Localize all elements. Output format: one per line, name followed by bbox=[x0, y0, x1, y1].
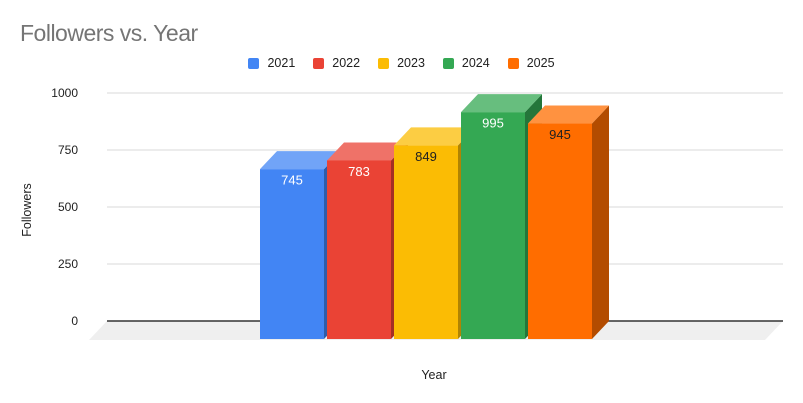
y-axis-title: Followers bbox=[20, 183, 34, 237]
legend-label: 2022 bbox=[332, 56, 361, 70]
legend: 2021 2022 2023 2024 2025 bbox=[0, 56, 803, 70]
y-tick-label-250: 250 bbox=[58, 257, 78, 271]
bar-top-face bbox=[394, 127, 475, 146]
bar-front-face bbox=[394, 145, 458, 339]
legend-item-2025[interactable]: 2025 bbox=[507, 56, 555, 70]
bar-front-face bbox=[327, 160, 391, 339]
y-tick-label-1000: 1000 bbox=[51, 86, 78, 100]
legend-swatch-icon bbox=[248, 57, 260, 69]
bar-top-face bbox=[461, 94, 542, 113]
bar-value-label: 745 bbox=[281, 173, 303, 188]
bar-value-label: 995 bbox=[482, 116, 504, 131]
y-tick-label-750: 750 bbox=[58, 143, 78, 157]
legend-label: 2025 bbox=[526, 56, 555, 70]
bar-top-face bbox=[327, 142, 408, 161]
legend-swatch-icon bbox=[507, 57, 519, 69]
bar-value-label: 849 bbox=[415, 149, 437, 164]
bar-value-label: 783 bbox=[348, 164, 370, 179]
chart-title: Followers vs. Year bbox=[20, 20, 198, 46]
legend-swatch-icon bbox=[378, 57, 390, 69]
y-tick-label-500: 500 bbox=[58, 200, 78, 214]
legend-label: 2023 bbox=[397, 56, 425, 70]
legend-swatch-icon bbox=[442, 57, 454, 69]
bar-front-face bbox=[260, 169, 324, 339]
legend-item-2024[interactable]: 2024 bbox=[442, 56, 490, 70]
bar-front-face bbox=[528, 123, 592, 339]
legend-label: 2021 bbox=[267, 56, 296, 70]
legend-item-2023[interactable]: 2023 bbox=[378, 56, 425, 70]
bar-top-face bbox=[528, 105, 609, 124]
bar-front-face bbox=[461, 112, 525, 339]
y-tick-label-0: 0 bbox=[71, 314, 78, 328]
x-axis-title: Year bbox=[421, 368, 447, 382]
bar-2025[interactable]: 945 bbox=[528, 105, 609, 339]
bar-side-face bbox=[592, 105, 609, 339]
legend-item-2021[interactable]: 2021 bbox=[248, 56, 295, 70]
bar-top-face bbox=[260, 151, 341, 170]
legend-label: 2024 bbox=[461, 56, 490, 70]
bar-value-label: 945 bbox=[549, 127, 571, 142]
legend-item-2022[interactable]: 2022 bbox=[313, 56, 360, 70]
legend-swatch-icon bbox=[313, 57, 325, 69]
